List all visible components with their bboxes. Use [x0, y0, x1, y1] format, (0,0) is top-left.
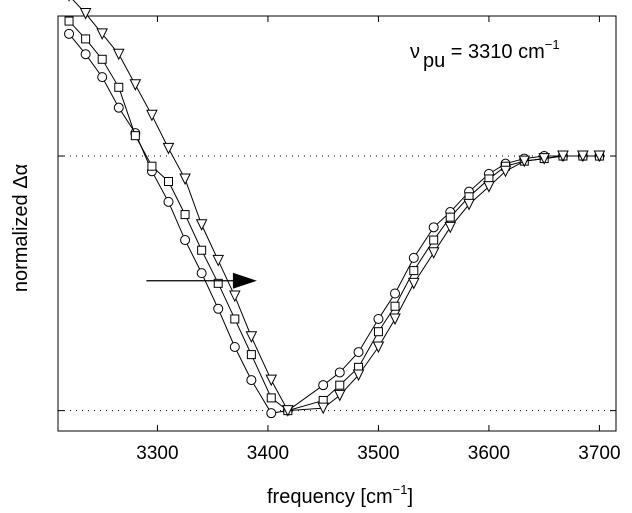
data-point-circle	[163, 196, 174, 207]
data-point-square	[114, 82, 124, 92]
data-point-circle	[64, 28, 75, 39]
data-point-circle	[318, 380, 329, 391]
data-point-circle	[229, 341, 240, 352]
data-point-triangle	[593, 150, 606, 163]
data-point-square	[213, 278, 223, 288]
data-point-triangle	[463, 198, 475, 211]
data-point-circle	[353, 347, 364, 358]
data-point-circle	[97, 72, 108, 83]
data-point-square	[230, 314, 240, 324]
data-point-square	[81, 34, 91, 44]
data-point-square	[373, 327, 383, 337]
plot-frame	[57, 15, 617, 432]
series-line-square	[68, 20, 600, 412]
data-point-triangle	[352, 369, 365, 382]
data-point-triangle	[577, 150, 589, 163]
data-point-triangle	[129, 79, 142, 91]
data-point-triangle	[282, 405, 294, 417]
data-point-square	[429, 235, 439, 245]
x-tick-label: 3700	[578, 443, 620, 464]
data-point-square	[445, 212, 455, 222]
data-point-triangle	[427, 247, 440, 259]
data-point-triangle	[265, 374, 278, 387]
annotation: ν pu = 3310 cm−1	[410, 37, 560, 72]
data-point-triangle	[499, 165, 512, 178]
data-point-triangle	[317, 402, 329, 415]
data-point-triangle	[146, 109, 158, 122]
annotation-sub: pu	[423, 50, 445, 72]
data-point-triangle	[68, 0, 70, 2]
data-point-circle	[373, 313, 384, 324]
x-axis-label: frequency [cm−1]	[267, 482, 413, 508]
x-tick-label: 3300	[136, 443, 178, 464]
data-point-triangle	[179, 173, 191, 186]
arrow-head	[232, 272, 257, 289]
data-point-square	[409, 266, 419, 276]
data-point-square	[180, 210, 190, 220]
data-point-circle	[266, 408, 277, 419]
data-point-square	[97, 54, 107, 64]
data-point-triangle	[333, 389, 346, 402]
y-axis-label: normalized Δα	[10, 164, 32, 292]
data-point-square	[266, 393, 276, 403]
data-point-square	[390, 301, 400, 311]
data-point-triangle	[372, 341, 385, 354]
data-point-circle	[180, 235, 191, 246]
data-point-circle	[246, 375, 257, 386]
data-point-triangle	[162, 142, 175, 155]
data-point-circle	[428, 222, 439, 233]
data-point-triangle	[389, 313, 401, 326]
data-point-circle	[113, 102, 124, 113]
data-point-square	[335, 380, 345, 390]
data-point-triangle	[518, 155, 531, 168]
x-tick-label: 3400	[247, 443, 289, 464]
data-point-circle	[80, 49, 91, 60]
data-point-triangle	[538, 153, 550, 165]
data-point-triangle	[245, 331, 258, 343]
data-point-triangle	[557, 150, 569, 163]
series-line-circle	[68, 33, 600, 414]
x-axis-label-suffix: ]	[407, 486, 413, 508]
data-point-triangle	[407, 277, 420, 290]
data-point-triangle	[212, 254, 225, 267]
data-point-square	[246, 350, 256, 360]
data-point-circle	[390, 288, 401, 299]
annotation-sup: −1	[545, 37, 560, 52]
data-point-square	[130, 131, 140, 141]
data-point-triangle	[444, 221, 457, 234]
x-tick-label: 3500	[357, 443, 399, 464]
data-point-triangle	[112, 48, 125, 61]
data-point-triangle	[79, 7, 92, 20]
annotation-main: = 3310 cm	[445, 41, 545, 63]
data-point-square	[197, 245, 207, 255]
data-point-triangle	[228, 290, 241, 303]
data-point-triangle	[96, 28, 109, 40]
data-point-circle	[408, 252, 419, 263]
data-point-circle	[334, 367, 345, 378]
data-point-circle	[213, 303, 224, 314]
data-point-triangle	[195, 219, 208, 231]
data-point-circle	[196, 268, 207, 279]
data-point-triangle	[483, 181, 495, 193]
data-point-square	[163, 176, 173, 186]
x-tick-label: 3600	[468, 443, 510, 464]
data-point-square	[64, 16, 74, 26]
data-point-square	[147, 161, 157, 171]
x-axis-label-sup: −1	[393, 482, 408, 497]
